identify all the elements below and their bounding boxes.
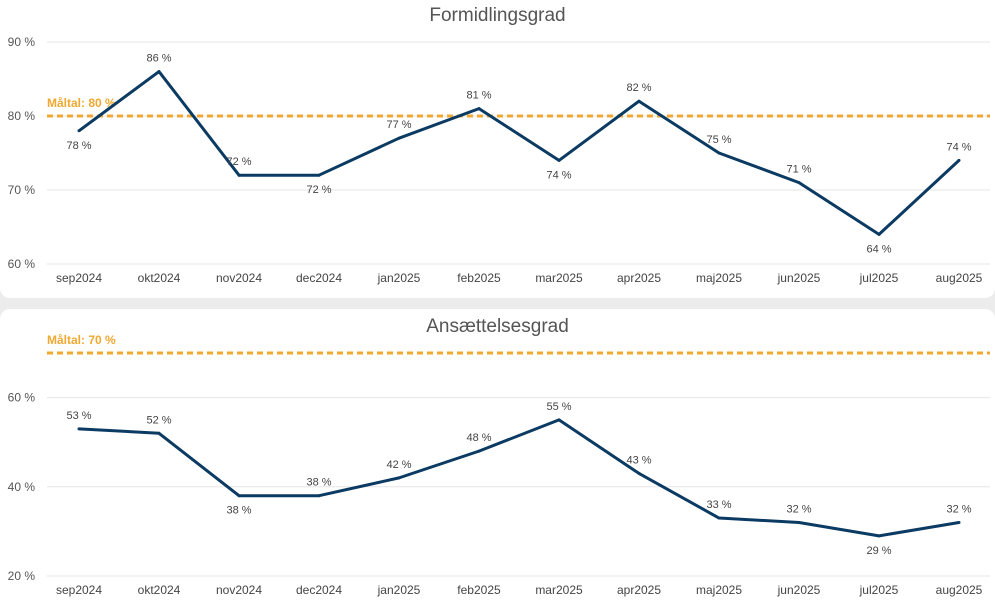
- data-label: 78 %: [66, 140, 91, 152]
- data-label: 33 %: [706, 499, 731, 511]
- data-label: 74 %: [546, 169, 571, 181]
- x-tick-label: feb2025: [457, 583, 501, 597]
- series-line: [78, 70, 961, 236]
- data-label: 77 %: [386, 119, 411, 131]
- x-tick-label: okt2024: [138, 271, 181, 285]
- x-tick-label: jun2025: [777, 271, 821, 285]
- x-tick-label: aug2025: [936, 271, 983, 285]
- target-label: Måltal: 80 %: [47, 96, 116, 110]
- line-chart-ansaettelsesgrad: 20 % 40 % 60 % Måltal: 70 % sep2024 okt2024 no…: [8, 333, 990, 597]
- x-tick-label: nov2024: [216, 583, 262, 597]
- data-label: 81 %: [466, 90, 491, 102]
- data-point: [797, 520, 801, 524]
- chart-title: Formidlingsgrad: [429, 5, 566, 26]
- x-tick-label: jun2025: [777, 583, 821, 597]
- data-label: 48 %: [466, 432, 491, 444]
- x-tick-label: apr2025: [617, 271, 661, 285]
- x-tick-label: maj2025: [696, 583, 742, 597]
- data-label: 43 %: [626, 454, 651, 466]
- data-point: [637, 471, 641, 475]
- line-chart-formidlingsgrad: 60 % 70 % 80 % 90 % Måltal: 80 % sep2024 okt20…: [8, 35, 990, 285]
- series-line: [78, 418, 960, 538]
- data-point: [397, 476, 401, 480]
- data-point: [477, 107, 481, 111]
- data-point: [717, 151, 721, 155]
- x-tick-label: jan2025: [377, 583, 421, 597]
- data-label: 29 %: [866, 545, 891, 557]
- data-point: [717, 516, 721, 520]
- data-point: [637, 99, 641, 103]
- data-point: [797, 181, 801, 185]
- y-tick-label: 70 %: [8, 183, 36, 197]
- chart-title: Ansættelsesgrad: [426, 316, 569, 337]
- data-label: 38 %: [306, 477, 331, 489]
- data-label: 74 %: [946, 141, 971, 153]
- x-tick-label: feb2025: [457, 271, 501, 285]
- data-point: [557, 158, 561, 162]
- data-point: [157, 431, 161, 435]
- x-tick-label: mar2025: [535, 583, 583, 597]
- x-tick-label: nov2024: [216, 271, 262, 285]
- y-tick-label: 80 %: [8, 109, 36, 123]
- chart-panel-formidlingsgrad: Formidlingsgrad 60 % 70 % 80 % 90 % Måltal: …: [0, 0, 995, 298]
- data-label: 32 %: [786, 503, 811, 515]
- data-label: 53 %: [66, 410, 91, 422]
- x-tick-label: aug2025: [936, 583, 983, 597]
- data-point: [397, 136, 401, 140]
- data-label: 82 %: [626, 82, 651, 94]
- x-tick-label: sep2024: [56, 271, 102, 285]
- data-point: [877, 232, 881, 236]
- data-label: 32 %: [946, 503, 971, 515]
- x-tick-label: dec2024: [296, 271, 342, 285]
- data-point: [317, 494, 321, 498]
- y-tick-label: 60 %: [8, 391, 36, 405]
- data-point: [157, 70, 161, 74]
- y-tick-label: 40 %: [8, 480, 36, 494]
- x-tick-label: jul2025: [859, 583, 899, 597]
- x-tick-label: apr2025: [617, 583, 661, 597]
- y-tick-label: 90 %: [8, 35, 36, 49]
- data-point: [237, 494, 241, 498]
- data-point: [957, 158, 961, 162]
- data-point: [877, 534, 881, 538]
- x-tick-label: jul2025: [859, 271, 899, 285]
- data-point: [317, 173, 321, 177]
- data-label: 86 %: [146, 53, 171, 65]
- data-label: 64 %: [866, 243, 891, 255]
- data-label: 75 %: [706, 134, 731, 146]
- data-label: 55 %: [546, 401, 571, 413]
- x-tick-label: mar2025: [535, 271, 583, 285]
- data-label: 38 %: [226, 505, 251, 517]
- data-label: 72 %: [226, 156, 251, 168]
- x-tick-label: jan2025: [377, 271, 421, 285]
- x-tick-label: dec2024: [296, 583, 342, 597]
- data-label: 52 %: [146, 414, 171, 426]
- x-tick-label: sep2024: [56, 583, 102, 597]
- data-point: [477, 449, 481, 453]
- target-label: Måltal: 70 %: [47, 333, 116, 347]
- data-label: 72 %: [306, 184, 331, 196]
- chart-panel-ansaettelsesgrad: Ansættelsesgrad 20 % 40 % 60 % Måltal: 70 %…: [0, 309, 995, 606]
- y-tick-label: 60 %: [8, 257, 36, 271]
- y-tick-label: 20 %: [8, 569, 36, 583]
- data-label: 42 %: [386, 459, 411, 471]
- x-tick-label: maj2025: [696, 271, 742, 285]
- data-point: [557, 418, 561, 422]
- data-label: 71 %: [786, 164, 811, 176]
- data-point: [237, 173, 241, 177]
- data-point: [957, 520, 961, 524]
- data-point: [77, 427, 81, 431]
- x-tick-label: okt2024: [138, 583, 181, 597]
- data-point: [77, 129, 81, 133]
